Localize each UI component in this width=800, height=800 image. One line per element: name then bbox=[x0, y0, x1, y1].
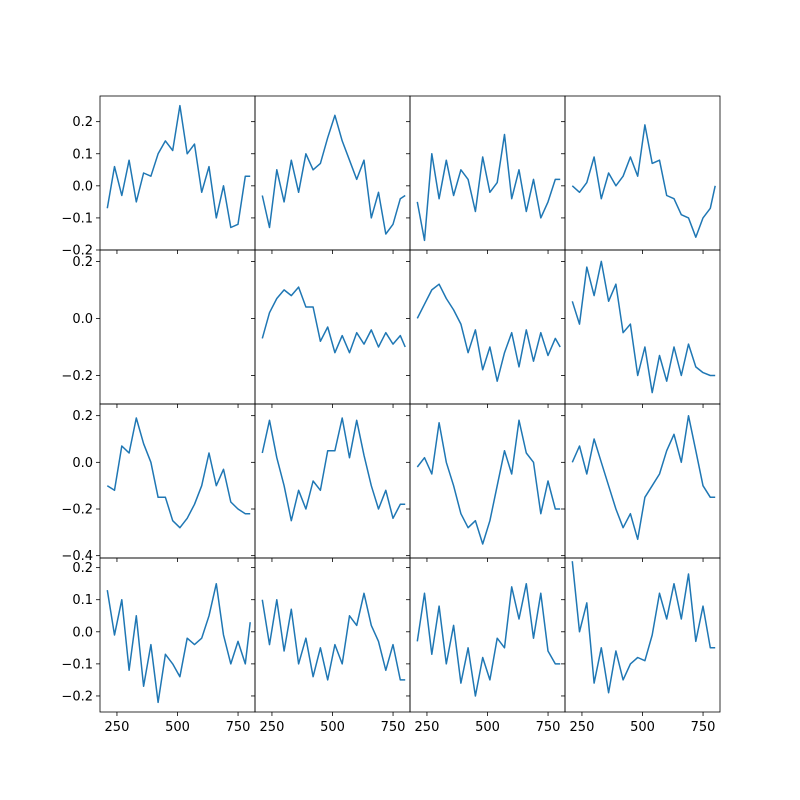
y-tick-label: −0.1 bbox=[61, 657, 93, 672]
x-tick-label: 500 bbox=[630, 720, 655, 735]
series-line bbox=[416, 419, 561, 545]
y-tick-label: 0.2 bbox=[72, 561, 93, 576]
series-line bbox=[571, 414, 716, 541]
x-tick-label: 750 bbox=[536, 720, 561, 735]
y-tick-label: 0.0 bbox=[72, 456, 93, 471]
x-tick-label: 250 bbox=[570, 720, 595, 735]
subplot-r3-c2: 250 500 750 bbox=[406, 557, 566, 735]
series-line bbox=[106, 417, 251, 529]
series-line bbox=[571, 124, 716, 238]
x-tick-label: 250 bbox=[105, 720, 130, 735]
y-tick-label: 0.2 bbox=[72, 115, 93, 130]
series-line bbox=[261, 592, 406, 681]
x-tick-label: 500 bbox=[320, 720, 345, 735]
subplot-r3-c3: 250 500 750 bbox=[561, 557, 721, 735]
series-line bbox=[416, 283, 561, 382]
y-tick-label: −0.2 bbox=[61, 369, 93, 384]
y-tick-label: 0.0 bbox=[72, 312, 93, 327]
y-tick-label: 0.1 bbox=[72, 593, 93, 608]
y-tick-label: −0.1 bbox=[61, 211, 93, 226]
subplot-r3-c1: 250 500 750 bbox=[251, 557, 411, 735]
subplot-r3-c0: −0.2 −0.1 0.0 0.1 0.2 250 500 750 bbox=[61, 557, 256, 735]
panels-layer: −0.2−0.10.00.10.2−0.20.00.2−0.4−0.20.00.… bbox=[61, 95, 721, 735]
series-line bbox=[416, 133, 561, 242]
y-tick-label: 0.0 bbox=[72, 179, 93, 194]
y-tick-label: −0.2 bbox=[61, 244, 93, 259]
x-tick-label: 500 bbox=[165, 720, 190, 735]
series-line bbox=[416, 582, 561, 697]
series-line bbox=[261, 114, 406, 235]
x-tick-label: 750 bbox=[226, 720, 251, 735]
x-tick-label: 250 bbox=[260, 720, 285, 735]
series-line bbox=[106, 582, 251, 704]
series-line bbox=[261, 286, 406, 354]
y-tick-label: −0.4 bbox=[61, 549, 93, 564]
y-tick-label: 0.0 bbox=[72, 625, 93, 640]
x-tick-label: 250 bbox=[415, 720, 440, 735]
x-tick-label: 750 bbox=[691, 720, 716, 735]
y-tick-label: 0.2 bbox=[72, 409, 93, 424]
series-line bbox=[261, 417, 406, 522]
x-tick-label: 750 bbox=[381, 720, 406, 735]
x-tick-label: 500 bbox=[475, 720, 500, 735]
y-tick-label: 0.2 bbox=[72, 255, 93, 270]
y-tick-label: −0.2 bbox=[61, 503, 93, 518]
y-tick-label: −0.2 bbox=[61, 689, 93, 704]
y-tick-label: 0.1 bbox=[72, 147, 93, 162]
series-line bbox=[571, 260, 716, 394]
series-line bbox=[106, 104, 251, 229]
series-line bbox=[571, 561, 716, 694]
